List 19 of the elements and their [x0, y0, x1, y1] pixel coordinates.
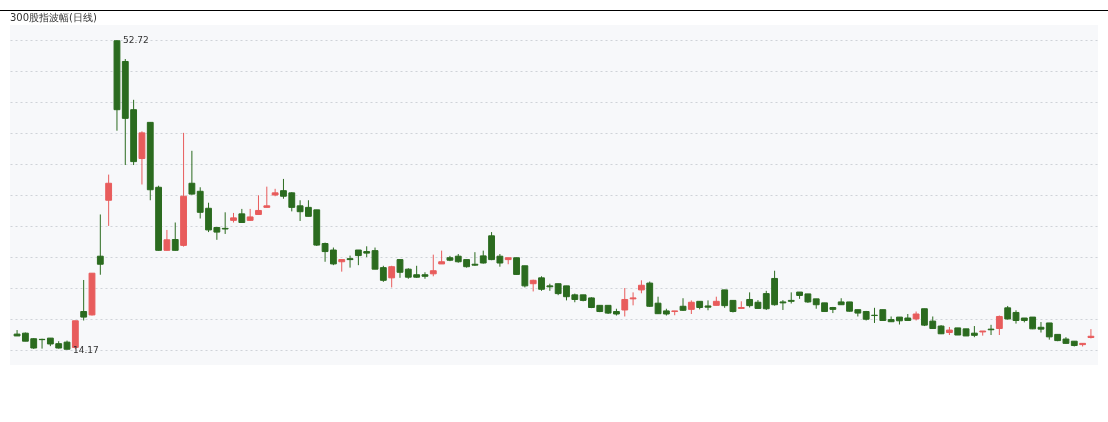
candlestick: [346, 255, 354, 269]
candlestick: [80, 279, 88, 321]
candlestick: [987, 324, 995, 336]
candlestick: [679, 297, 687, 312]
candlestick: [96, 213, 104, 276]
chart-title: 300股指波幅(日线): [10, 12, 97, 23]
annotation: 14.17: [73, 344, 99, 355]
candlestick: [171, 222, 179, 252]
candlestick: [163, 229, 171, 252]
candlestick: [429, 254, 437, 277]
candlestick: [263, 186, 271, 208]
candlestick: [188, 150, 196, 196]
candlestick: [105, 174, 113, 227]
annotation: 52.72: [122, 35, 149, 46]
candlestick: [1087, 328, 1095, 339]
candlestick: [629, 291, 637, 306]
candlestick: [621, 287, 629, 317]
candlestick: [255, 194, 262, 215]
candlestick: [221, 211, 229, 235]
